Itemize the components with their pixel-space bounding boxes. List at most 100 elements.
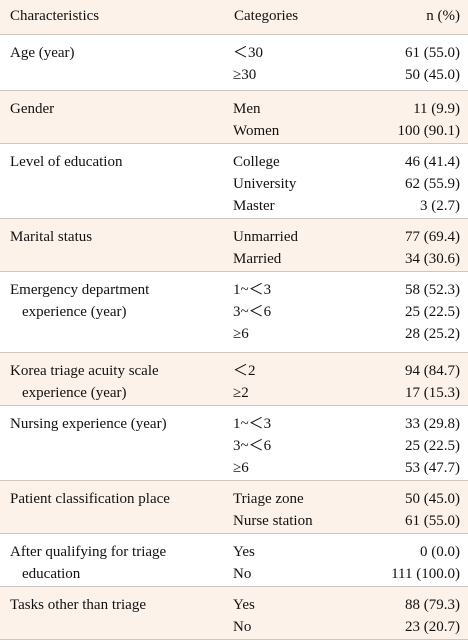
count-percent-value: 11 (9.9) <box>413 100 460 117</box>
category-label: Yes <box>233 596 255 613</box>
category-label: 1~＜3 <box>233 415 272 432</box>
characteristic-label: Korea triage acuity scale <box>10 362 159 379</box>
category-label: 3~＜6 <box>233 303 272 320</box>
table-row: Patient classification place Triage zone N… <box>0 480 468 533</box>
category-label: ＜30 <box>233 44 264 61</box>
characteristic-label: experience (year) <box>22 384 127 401</box>
count-percent-value: 17 (15.3) <box>405 384 460 401</box>
characteristic-cell: Marital status <box>0 218 233 271</box>
count-percent-value: 100 (90.1) <box>397 122 461 139</box>
categories-cell: Triage zone Nurse station <box>233 480 366 533</box>
header-n-percent: n (%) <box>426 8 460 25</box>
count-percent-value: 61 (55.0) <box>405 44 460 61</box>
characteristic-label: Age (year) <box>10 44 75 61</box>
table-row: After qualifying for triage education Yes N… <box>0 533 468 586</box>
table-row: Marital status Unmarried Married 77 (69.4) 3… <box>0 218 468 271</box>
category-label: ≥30 <box>233 66 257 83</box>
characteristic-label: After qualifying for triage <box>10 543 167 560</box>
count-percent-value: 0 (0.0) <box>420 543 460 560</box>
header-characteristics: Characteristics <box>10 8 100 25</box>
category-label: Master <box>233 197 275 214</box>
category-label: ≥6 <box>233 325 249 342</box>
category-label: No <box>233 565 252 582</box>
characteristic-cell: Nursing experience (year) <box>0 405 233 480</box>
characteristic-cell: Level of education <box>0 143 233 218</box>
category-label: Married <box>233 250 282 267</box>
values-cell: 61 (55.0) 50 (45.0) <box>366 34 468 90</box>
values-cell: 46 (41.4) 62 (55.9) 3 (2.7) <box>366 143 468 218</box>
categories-cell: Men Women <box>233 90 366 143</box>
characteristic-cell: Gender <box>0 90 233 143</box>
count-percent-value: 25 (22.5) <box>405 303 460 320</box>
count-percent-value: 77 (69.4) <box>405 228 460 245</box>
characteristic-cell: Age (year) <box>0 34 233 90</box>
categories-cell: ＜30 ≥30 <box>233 34 366 90</box>
count-percent-value: 28 (25.2) <box>405 325 460 342</box>
category-label: ≥2 <box>233 384 249 401</box>
characteristic-label: Gender <box>10 100 55 117</box>
category-label: Nurse station <box>233 512 313 529</box>
characteristic-label: experience (year) <box>22 303 127 320</box>
table-row: Korea triage acuity scale experience (yea… <box>0 352 468 405</box>
categories-cell: ＜2 ≥2 <box>233 352 366 405</box>
header-categories: Categories <box>234 8 299 25</box>
count-percent-value: 111 (100.0) <box>391 565 460 582</box>
table-row: Emergency department experience (year) 1~＜… <box>0 271 468 352</box>
table-body: Age (year) ＜30 ≥30 61 (55.0) 50 (45.0) Gender… <box>0 34 468 639</box>
count-percent-value: 34 (30.6) <box>405 250 460 267</box>
table-row: Gender Men Women 11 (9.9) 100 (90.1) <box>0 90 468 143</box>
characteristic-label: Level of education <box>10 153 123 170</box>
categories-cell: 1~＜3 3~＜6 ≥6 <box>233 271 366 352</box>
count-percent-value: 58 (52.3) <box>405 281 460 298</box>
count-percent-value: 61 (55.0) <box>405 512 460 529</box>
characteristic-label: Marital status <box>10 228 93 245</box>
count-percent-value: 94 (84.7) <box>405 362 460 379</box>
values-cell: 88 (79.3) 23 (20.7) <box>366 586 468 639</box>
characteristic-cell: Korea triage acuity scale experience (yea… <box>0 352 233 405</box>
header-row: Characteristics Categories n (%) <box>0 0 468 34</box>
table-row: Level of education College University Maste… <box>0 143 468 218</box>
count-percent-value: 3 (2.7) <box>420 197 460 214</box>
category-label: 1~＜3 <box>233 281 272 298</box>
characteristic-label: Patient classification place <box>10 490 170 507</box>
table-row: Age (year) ＜30 ≥30 61 (55.0) 50 (45.0) <box>0 34 468 90</box>
category-label: University <box>233 175 297 192</box>
count-percent-value: 88 (79.3) <box>405 596 460 613</box>
categories-cell: College University Master <box>233 143 366 218</box>
count-percent-value: 62 (55.9) <box>405 175 460 192</box>
category-label: Women <box>233 122 280 139</box>
category-label: 3~＜6 <box>233 437 272 454</box>
count-percent-value: 50 (45.0) <box>405 66 460 83</box>
characteristic-cell: Tasks other than triage <box>0 586 233 639</box>
count-percent-value: 46 (41.4) <box>405 153 460 170</box>
count-percent-value: 53 (47.7) <box>405 459 460 476</box>
category-label: ≥6 <box>233 459 249 476</box>
count-percent-value: 50 (45.0) <box>405 490 460 507</box>
values-cell: 58 (52.3) 25 (22.5) 28 (25.2) <box>366 271 468 352</box>
category-label: Triage zone <box>233 490 304 507</box>
characteristic-cell: Emergency department experience (year) <box>0 271 233 352</box>
values-cell: 50 (45.0) 61 (55.0) <box>366 480 468 533</box>
category-label: ＜2 <box>233 362 256 379</box>
characteristic-label: Nursing experience (year) <box>10 415 167 432</box>
category-label: Unmarried <box>233 228 298 245</box>
count-percent-value: 33 (29.8) <box>405 415 460 432</box>
values-cell: 0 (0.0) 111 (100.0) <box>366 533 468 586</box>
category-label: Men <box>233 100 261 117</box>
values-cell: 33 (29.8) 25 (22.5) 53 (47.7) <box>366 405 468 480</box>
categories-cell: 1~＜3 3~＜6 ≥6 <box>233 405 366 480</box>
categories-cell: Yes No <box>233 533 366 586</box>
category-label: No <box>233 618 252 635</box>
count-percent-value: 23 (20.7) <box>405 618 460 635</box>
values-cell: 77 (69.4) 34 (30.6) <box>366 218 468 271</box>
table-row: Tasks other than triage Yes No 88 (79.3) 23 … <box>0 586 468 639</box>
characteristic-label: Tasks other than triage <box>10 596 146 613</box>
categories-cell: Unmarried Married <box>233 218 366 271</box>
characteristic-label: education <box>22 565 81 582</box>
characteristic-cell: Patient classification place <box>0 480 233 533</box>
category-label: College <box>233 153 280 170</box>
categories-cell: Yes No <box>233 586 366 639</box>
category-label: Yes <box>233 543 255 560</box>
table-row: Nursing experience (year) 1~＜3 3~＜6 ≥6 33 (2… <box>0 405 468 480</box>
